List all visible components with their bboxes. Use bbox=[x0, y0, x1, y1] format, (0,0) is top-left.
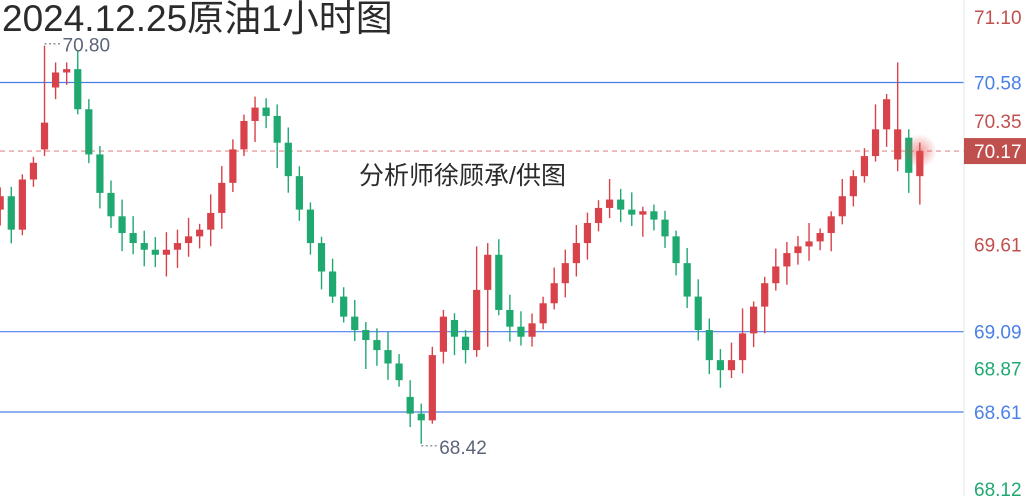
svg-text:70.80: 70.80 bbox=[63, 36, 111, 57]
svg-text:71.10: 71.10 bbox=[974, 8, 1022, 29]
svg-text:68.87: 68.87 bbox=[974, 359, 1022, 380]
svg-text:68.61: 68.61 bbox=[974, 403, 1022, 424]
svg-text:68.12: 68.12 bbox=[974, 480, 1022, 496]
svg-text:70.35: 70.35 bbox=[974, 112, 1022, 133]
svg-text:70.58: 70.58 bbox=[974, 74, 1022, 95]
svg-text:68.42: 68.42 bbox=[439, 438, 487, 459]
svg-text:70.17: 70.17 bbox=[974, 142, 1022, 163]
svg-text:69.09: 69.09 bbox=[974, 323, 1022, 344]
svg-text:69.61: 69.61 bbox=[974, 236, 1022, 257]
